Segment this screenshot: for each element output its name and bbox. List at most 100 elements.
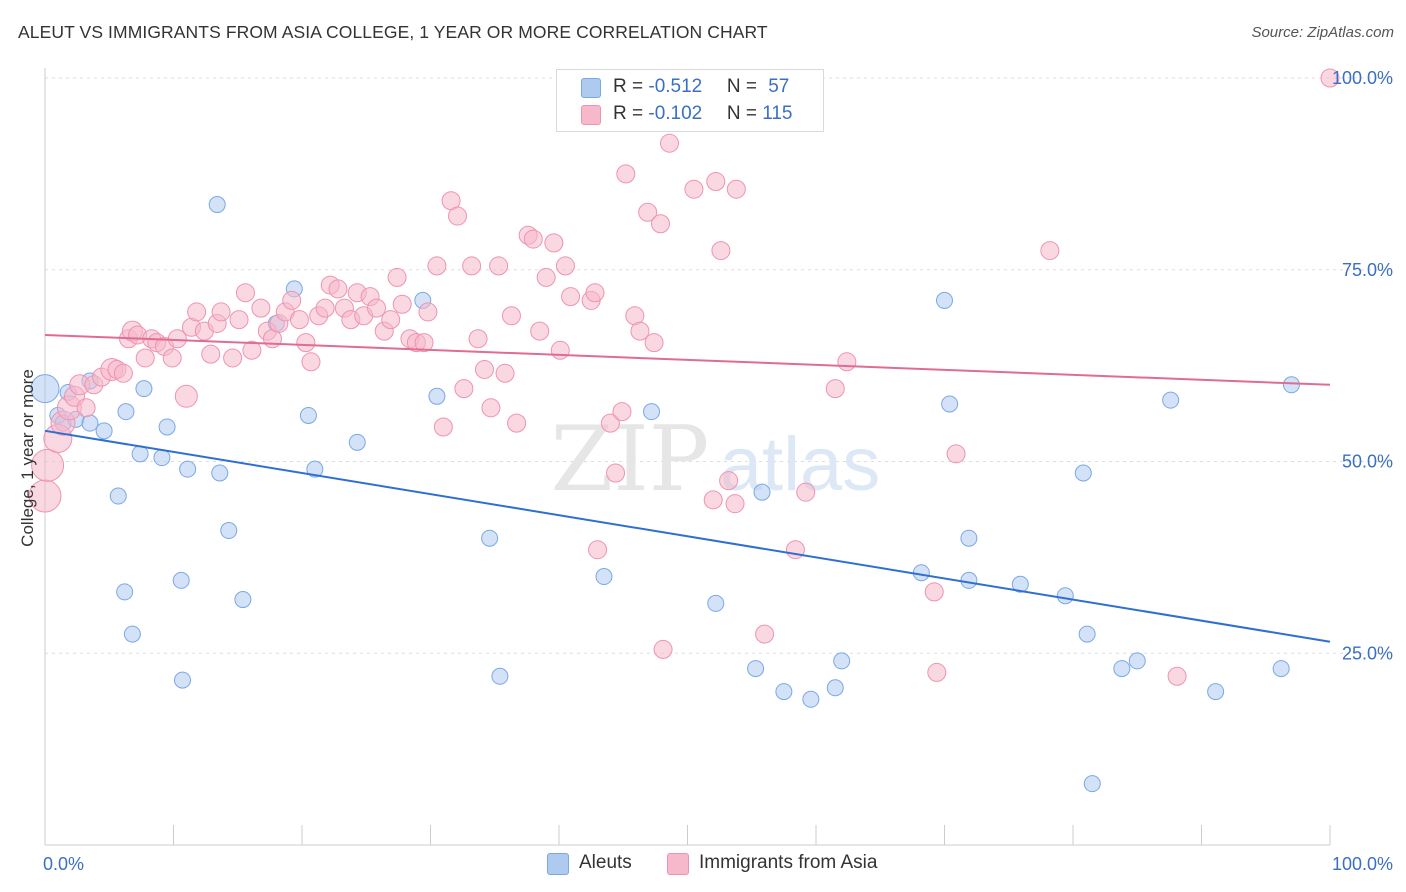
x-tick-label: 100.0% bbox=[1332, 854, 1393, 874]
point-immigrants-from-asia bbox=[796, 482, 816, 502]
point-immigrants-from-asia bbox=[301, 352, 321, 372]
point-aleuts bbox=[1162, 391, 1180, 409]
point-immigrants-from-asia bbox=[706, 172, 726, 192]
point-immigrants-from-asia bbox=[76, 398, 96, 418]
point-immigrants-from-asia bbox=[719, 471, 739, 491]
point-immigrants-from-asia bbox=[489, 256, 509, 276]
point-immigrants-from-asia bbox=[1320, 68, 1340, 88]
point-immigrants-from-asia bbox=[296, 333, 316, 353]
point-immigrants-from-asia bbox=[315, 298, 335, 318]
point-aleuts bbox=[1207, 683, 1225, 701]
legend-r-label: R = bbox=[613, 103, 649, 124]
point-immigrants-from-asia bbox=[644, 333, 664, 353]
point-aleuts bbox=[912, 564, 930, 582]
point-immigrants-from-asia bbox=[474, 359, 494, 379]
legend-swatch-asia bbox=[581, 105, 601, 125]
legend-n-label: N = bbox=[726, 76, 763, 97]
y-tick-label: 75.0% bbox=[1342, 260, 1393, 280]
point-immigrants-from-asia bbox=[381, 310, 401, 330]
tick-labels: 25.0% 50.0% 75.0% 100.0% 0.0% 100.0% bbox=[43, 68, 1393, 874]
trend-lines bbox=[44, 333, 1331, 643]
point-aleuts bbox=[135, 380, 153, 398]
grid-lines bbox=[45, 77, 1390, 654]
bottom-legend-label-asia: Immigrants from Asia bbox=[699, 852, 878, 873]
point-aleuts bbox=[95, 422, 113, 440]
point-immigrants-from-asia bbox=[1040, 241, 1060, 261]
point-aleuts bbox=[158, 418, 176, 436]
point-aleuts bbox=[491, 667, 509, 685]
point-aleuts bbox=[826, 679, 844, 697]
point-immigrants-from-asia bbox=[229, 310, 249, 330]
legend-swatch-aleuts bbox=[581, 78, 601, 98]
point-immigrants-from-asia bbox=[282, 290, 302, 310]
point-immigrants-from-asia bbox=[725, 494, 745, 514]
point-immigrants-from-asia bbox=[825, 379, 845, 399]
point-immigrants-from-asia bbox=[427, 256, 447, 276]
point-immigrants-from-asia bbox=[585, 283, 605, 303]
point-immigrants-from-asia bbox=[1167, 666, 1187, 686]
point-immigrants-from-asia bbox=[550, 340, 570, 360]
point-aleuts bbox=[109, 487, 127, 505]
point-immigrants-from-asia bbox=[606, 463, 626, 483]
y-tick-label: 100.0% bbox=[1332, 68, 1393, 88]
point-aleuts bbox=[153, 449, 171, 467]
x-tick-label: 0.0% bbox=[43, 854, 84, 874]
point-immigrants-from-asia bbox=[481, 398, 501, 418]
trend-line-immigrants-from-asia bbox=[44, 333, 1331, 386]
point-immigrants-from-asia bbox=[837, 352, 857, 372]
point-immigrants-from-asia bbox=[251, 298, 271, 318]
legend-r-value: -0.102 bbox=[648, 103, 703, 124]
point-immigrants-from-asia bbox=[201, 344, 221, 364]
point-aleuts bbox=[941, 395, 959, 413]
bottom-legend-swatch-asia bbox=[667, 853, 689, 875]
point-immigrants-from-asia bbox=[561, 287, 581, 307]
point-aleuts bbox=[595, 568, 613, 586]
point-aleuts bbox=[960, 571, 978, 589]
point-immigrants-from-asia bbox=[630, 321, 650, 341]
point-immigrants-from-asia bbox=[530, 321, 550, 341]
point-immigrants-from-asia bbox=[660, 133, 680, 153]
watermark-zip: ZIP bbox=[551, 407, 710, 512]
point-immigrants-from-asia bbox=[328, 279, 348, 299]
point-aleuts bbox=[1272, 660, 1290, 678]
point-immigrants-from-asia bbox=[392, 294, 412, 314]
point-aleuts bbox=[481, 529, 499, 547]
point-immigrants-from-asia bbox=[223, 348, 243, 368]
point-immigrants-from-asia bbox=[495, 363, 515, 383]
point-immigrants-from-asia bbox=[588, 540, 608, 560]
point-immigrants-from-asia bbox=[454, 379, 474, 399]
point-immigrants-from-asia bbox=[414, 333, 434, 353]
y-axis-label: College, 1 year or more bbox=[18, 369, 37, 547]
legend-n-value: 115 bbox=[762, 103, 793, 124]
legend-n-label: N = bbox=[726, 103, 763, 124]
point-immigrants-from-asia bbox=[211, 302, 231, 322]
point-immigrants-from-asia bbox=[946, 444, 966, 464]
point-immigrants-from-asia bbox=[447, 206, 467, 226]
point-aleuts bbox=[1113, 660, 1131, 678]
point-aleuts bbox=[707, 594, 725, 612]
chart-title: ALEUT VS IMMIGRANTS FROM ASIA COLLEGE, 1… bbox=[18, 22, 768, 42]
point-immigrants-from-asia bbox=[703, 490, 723, 510]
legend-r-value: -0.512 bbox=[648, 76, 703, 97]
point-aleuts bbox=[1056, 587, 1074, 605]
point-immigrants-from-asia bbox=[755, 624, 775, 644]
point-immigrants-from-asia bbox=[726, 179, 746, 199]
point-immigrants-from-asia bbox=[433, 417, 453, 437]
point-aleuts bbox=[936, 291, 953, 309]
point-aleuts bbox=[428, 387, 446, 405]
point-immigrants-from-asia bbox=[616, 164, 636, 184]
point-aleuts bbox=[116, 583, 134, 601]
point-immigrants-from-asia bbox=[638, 202, 658, 222]
point-immigrants-from-asia bbox=[507, 413, 527, 433]
point-immigrants-from-asia bbox=[113, 363, 133, 383]
legend-n-value: 57 bbox=[768, 76, 790, 97]
point-immigrants-from-asia bbox=[924, 582, 944, 602]
point-aleuts bbox=[802, 690, 820, 708]
point-immigrants-from-asia bbox=[242, 340, 262, 360]
bottom-legend-swatch-aleuts bbox=[547, 853, 569, 875]
point-aleuts bbox=[30, 374, 60, 404]
point-aleuts bbox=[753, 483, 771, 501]
y-tick-label: 25.0% bbox=[1342, 643, 1393, 663]
bottom-legend-label-aleuts: Aleuts bbox=[579, 852, 632, 873]
